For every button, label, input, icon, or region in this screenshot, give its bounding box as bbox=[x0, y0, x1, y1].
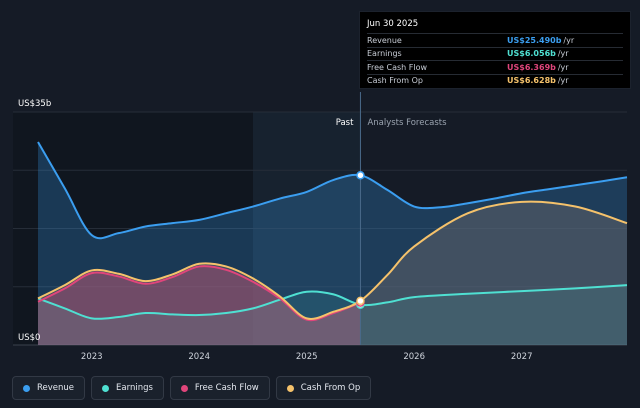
tooltip-label: Revenue bbox=[367, 35, 402, 45]
revenue-dot-icon bbox=[23, 384, 30, 392]
legend-item-earnings[interactable]: Earnings bbox=[91, 376, 164, 400]
x-tick-label: 2024 bbox=[188, 352, 210, 362]
legend-item-revenue[interactable]: Revenue bbox=[12, 376, 86, 400]
earnings-dot-icon bbox=[102, 384, 110, 392]
x-tick-label: 2025 bbox=[296, 352, 318, 362]
tooltip-unit: /yr bbox=[557, 62, 569, 72]
tooltip-value: US$6.056b bbox=[507, 49, 556, 59]
tooltip-unit: /yr bbox=[557, 49, 569, 59]
legend: Revenue Earnings Free Cash Flow Cash Fro… bbox=[12, 376, 372, 400]
cash-from-op-line bbox=[37, 200, 628, 320]
tooltip-label: Cash From Op bbox=[367, 76, 424, 86]
legend-label: Revenue bbox=[37, 383, 75, 393]
free-cash-flow-line bbox=[37, 265, 361, 322]
tooltip-value: US$6.369b bbox=[507, 62, 556, 72]
tooltip: Jun 30 2025 Revenue US$25.490b /yr Earni… bbox=[359, 11, 631, 89]
cash-from-op-dot-icon bbox=[286, 384, 294, 392]
tooltip-label: Earnings bbox=[367, 49, 402, 59]
cash-from-op-marker bbox=[356, 296, 365, 306]
legend-label: Earnings bbox=[116, 383, 153, 393]
tooltip-row-cash-from-op: Cash From Op US$6.628b /yr bbox=[367, 73, 623, 88]
tooltip-date: Jun 30 2025 bbox=[367, 19, 419, 29]
earnings-line bbox=[37, 284, 628, 320]
revenue-line bbox=[37, 141, 628, 240]
cash-from-op-area bbox=[38, 201, 627, 345]
tooltip-row-free-cash-flow: Free Cash Flow US$6.369b /yr bbox=[367, 60, 623, 74]
legend-item-cash-from-op[interactable]: Cash From Op bbox=[275, 376, 372, 400]
tooltip-label: Free Cash Flow bbox=[367, 62, 428, 72]
earnings-area bbox=[38, 285, 627, 345]
tooltip-value: US$6.628b bbox=[507, 76, 556, 86]
tooltip-unit: /yr bbox=[557, 76, 569, 86]
past-label: Past bbox=[336, 118, 354, 128]
forecast-label: Analysts Forecasts bbox=[367, 118, 447, 128]
revenue-marker bbox=[356, 171, 365, 180]
x-tick-label: 2026 bbox=[403, 352, 425, 362]
legend-item-free-cash-flow[interactable]: Free Cash Flow bbox=[169, 376, 270, 400]
y-axis-max-label: US$35b bbox=[18, 99, 51, 109]
y-axis-zero-label: US$0 bbox=[18, 333, 40, 343]
tooltip-row-earnings: Earnings US$6.056b /yr bbox=[367, 46, 623, 61]
legend-label: Free Cash Flow bbox=[194, 383, 259, 393]
x-tick-label: 2023 bbox=[81, 352, 103, 362]
tooltip-row-revenue: Revenue US$25.490b /yr bbox=[367, 33, 623, 47]
legend-label: Cash From Op bbox=[300, 383, 361, 393]
free-cash-flow-area bbox=[38, 266, 361, 345]
free-cash-flow-dot-icon bbox=[180, 384, 188, 392]
x-tick-label: 2027 bbox=[511, 352, 533, 362]
tooltip-unit: /yr bbox=[563, 35, 575, 45]
tooltip-value: US$25.490b bbox=[507, 35, 562, 45]
